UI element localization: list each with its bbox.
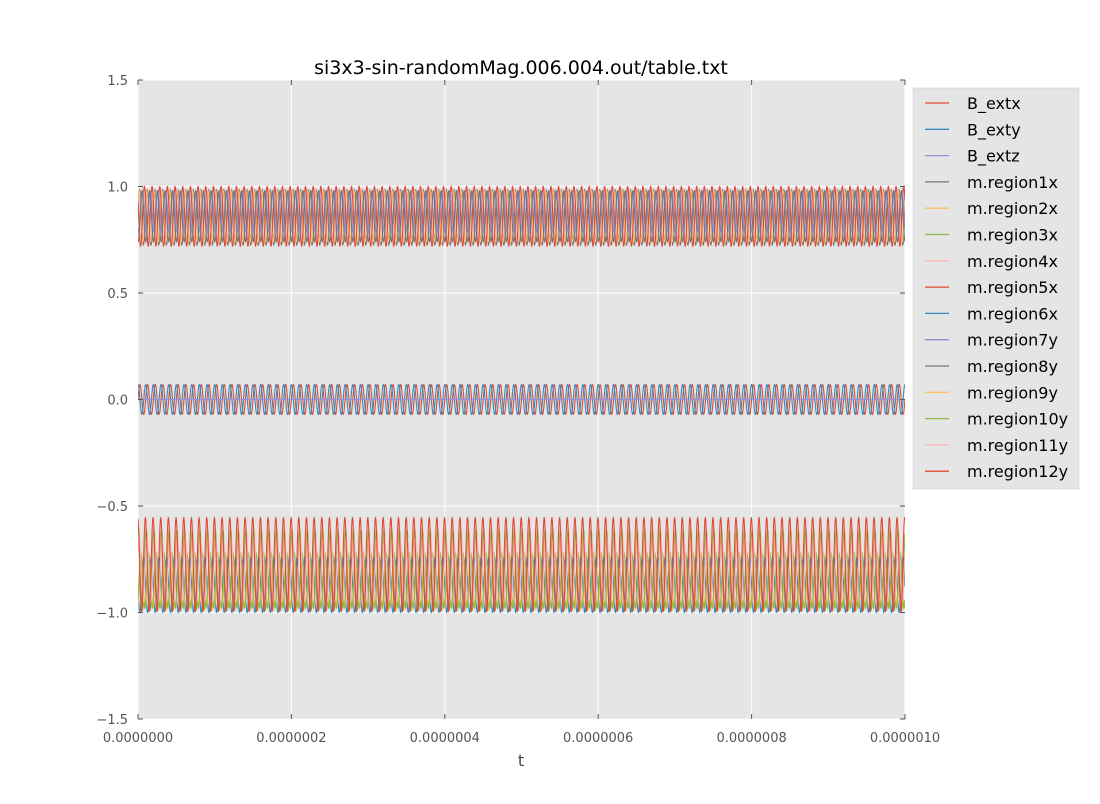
y-tick-label: −0.5 [96,500,128,515]
legend-label: m.region10y [967,410,1068,429]
x-tick-label: 0.0000004 [410,731,480,746]
y-tick-label: −1.5 [96,713,128,728]
legend-label: m.region11y [967,436,1068,455]
x-tick-label: 0.0000008 [716,731,786,746]
series-line-b-exty [138,383,905,416]
legend-label: m.region2x [967,199,1058,218]
x-tick-label: 0.0000010 [870,731,940,746]
legend-box [912,87,1080,490]
y-tick-label: 1.5 [107,74,128,89]
series-line-m-region8y [138,189,905,243]
legend-label: m.region4x [967,252,1058,271]
legend-label: m.region9y [967,383,1058,402]
legend-label: m.region5x [967,278,1058,297]
legend: B_extx B_exty B_extz m.region1x m.region2x m.… [912,87,1080,490]
legend-label: m.region6x [967,304,1058,323]
legend-label: m.region7y [967,331,1058,350]
y-tick-label: −1.0 [96,607,128,622]
legend-label: B_exty [967,120,1021,140]
legend-label: m.region12y [967,462,1068,481]
series-line-m-region11y [138,537,905,603]
x-tick-label: 0.0000000 [103,731,173,746]
y-tick-label: 0.0 [107,394,128,409]
x-tick-label: 0.0000002 [256,731,326,746]
x-axis-label: t [518,751,524,770]
series-line-m-region12y [138,516,905,613]
legend-label: m.region1x [967,173,1058,192]
x-tick-label: 0.0000006 [563,731,633,746]
legend-label: B_extx [967,94,1021,114]
legend-label: m.region8y [967,357,1058,376]
legend-label: B_extz [967,147,1020,167]
legend-label: m.region3x [967,226,1058,245]
y-tick-label: 0.5 [107,287,128,302]
chart-title: si3x3-sin-randomMag.006.004.out/table.tx… [314,57,728,79]
y-tick-label: 1.0 [107,181,128,196]
